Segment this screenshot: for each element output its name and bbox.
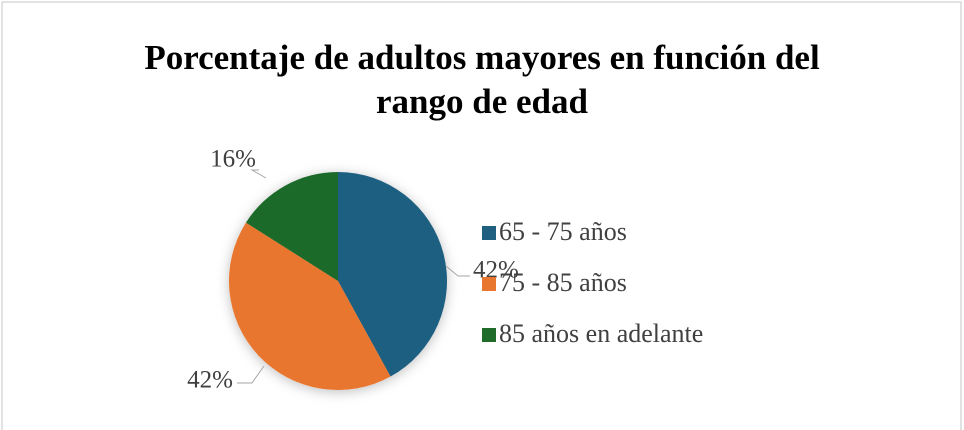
legend-label: 85 años en adelante (499, 319, 703, 348)
pie (229, 172, 447, 390)
legend-swatch (482, 226, 496, 240)
legend-swatch (482, 277, 496, 291)
leader-line (250, 169, 267, 179)
pie-slice (245, 172, 338, 281)
data-label: 42% (187, 367, 233, 394)
leader-line (237, 365, 265, 384)
pie-slice (229, 222, 391, 390)
leader-line (445, 265, 470, 277)
legend-label: 75 - 85 años (499, 268, 627, 297)
chart-title: Porcentaje de adultos mayores en función… (144, 38, 820, 121)
legend-swatch (482, 328, 496, 342)
legend-label: 65 - 75 años (499, 217, 627, 246)
pie-slice (338, 172, 447, 377)
data-label: 16% (210, 146, 256, 173)
